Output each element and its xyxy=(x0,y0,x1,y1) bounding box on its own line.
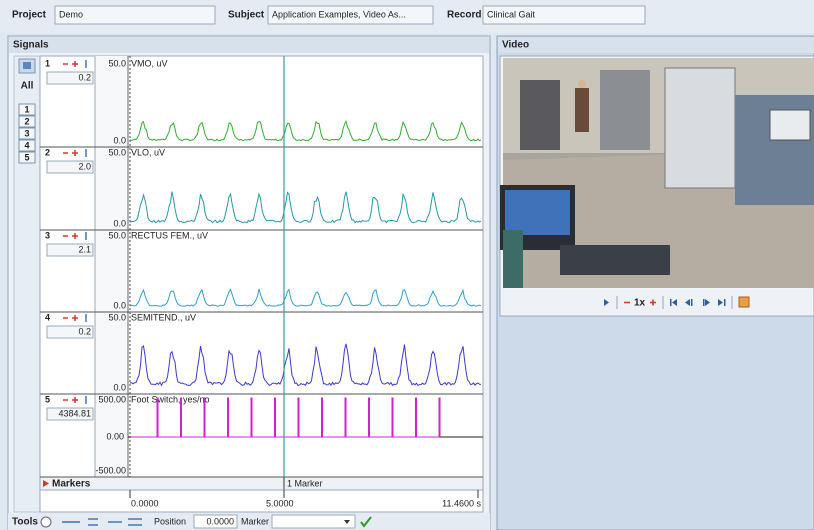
time-label: 0.0000 xyxy=(131,498,159,508)
channel-button-label: 1 xyxy=(24,104,29,114)
waveform xyxy=(129,343,482,387)
markers-label: Markers xyxy=(52,479,91,490)
channel-button-label: 2 xyxy=(24,116,29,126)
scale-max: 50.0 xyxy=(108,58,126,68)
channel-value: 2.0 xyxy=(78,161,91,171)
waveform xyxy=(129,191,482,224)
channel-value: 4384.81 xyxy=(58,408,91,418)
scale-min: -500.00 xyxy=(95,465,126,475)
project-value: Demo xyxy=(59,9,83,19)
signals-title: Signals xyxy=(13,40,49,51)
channel-button[interactable] xyxy=(18,103,36,116)
subject-label: Subject xyxy=(228,10,265,21)
channel-button[interactable] xyxy=(18,115,36,128)
scale-min: 0.0 xyxy=(113,218,126,228)
channel-value: 0.2 xyxy=(78,326,91,336)
position-label: Position xyxy=(154,516,186,526)
value-box xyxy=(46,407,94,421)
channel-name: SEMITEND., uV xyxy=(131,312,196,322)
subject-value: Application Examples, Video As... xyxy=(272,9,406,19)
scale-max: 50.0 xyxy=(108,147,126,157)
record-field[interactable] xyxy=(482,5,646,25)
channel-value: 2.1 xyxy=(78,244,91,254)
copy-icon xyxy=(23,62,31,69)
signals-header xyxy=(9,37,489,53)
waveform xyxy=(129,288,482,307)
snapshot-button[interactable] xyxy=(738,296,750,308)
record-value: Clinical Gait xyxy=(487,9,536,19)
all-button[interactable]: All xyxy=(21,81,34,92)
speed-label: 1x xyxy=(634,298,646,309)
value-box xyxy=(46,243,94,257)
scale-max: 50.0 xyxy=(108,312,126,322)
apply-button[interactable] xyxy=(360,516,372,528)
value-box xyxy=(46,71,94,85)
time-axis xyxy=(39,489,484,513)
marker-select[interactable] xyxy=(271,514,356,529)
scale-min: 0.0 xyxy=(113,382,126,392)
value-box xyxy=(46,160,94,174)
channel-button[interactable] xyxy=(18,151,36,164)
markers-toggle[interactable] xyxy=(43,480,49,487)
scale-max: 50.0 xyxy=(108,230,126,240)
scale-column xyxy=(95,56,128,477)
channel-button-label: 3 xyxy=(24,128,29,138)
channel-number: 5 xyxy=(45,394,50,404)
value-box xyxy=(46,325,94,339)
channel-number: 1 xyxy=(45,58,50,68)
toolbar xyxy=(8,513,490,530)
channel-name: VLO, uV xyxy=(131,147,165,157)
record-label: Record xyxy=(447,10,481,21)
video-title: Video xyxy=(502,40,529,51)
play-button[interactable] xyxy=(604,299,609,306)
channel-number: 2 xyxy=(45,147,50,157)
video-image xyxy=(500,58,814,288)
project-label: Project xyxy=(12,10,47,21)
channel-number: 3 xyxy=(45,230,50,240)
position-field[interactable] xyxy=(193,514,238,529)
channel-button-label: 4 xyxy=(24,140,29,150)
channel-name: Foot Switch, yes/no xyxy=(131,394,210,404)
faster-button[interactable] xyxy=(650,299,656,306)
channel-button[interactable] xyxy=(18,139,36,152)
dropdown-arrow xyxy=(344,520,350,524)
seek-buttons[interactable] xyxy=(670,299,726,306)
scale-mid: 0.00 xyxy=(106,431,124,441)
tools-collapse[interactable] xyxy=(40,516,52,528)
scale-max: 500.00 xyxy=(98,394,126,404)
scale-min: 0.0 xyxy=(113,135,126,145)
position-value: 0.0000 xyxy=(206,516,234,526)
time-label: 11.4600 s xyxy=(442,498,481,508)
channel-button-label: 5 xyxy=(24,152,29,162)
project-field[interactable] xyxy=(54,5,216,25)
scale-min: 0.0 xyxy=(113,300,126,310)
channel-name: VMO, uV xyxy=(131,58,168,68)
time-label: 5.0000 xyxy=(266,498,294,508)
video-controls xyxy=(501,289,813,315)
markers-count: 1 Marker xyxy=(287,478,323,488)
channel-value: 0.2 xyxy=(78,72,91,82)
channel-button[interactable] xyxy=(18,127,36,140)
channel-number: 4 xyxy=(45,312,50,322)
marker-label: Marker xyxy=(241,516,269,526)
waveform xyxy=(130,397,441,438)
waveform xyxy=(129,119,482,142)
tools-label: Tools xyxy=(12,517,38,528)
tool-icons xyxy=(62,518,142,526)
channel-name: RECTUS FEM., uV xyxy=(131,230,208,240)
video-header xyxy=(498,37,814,53)
markers-row xyxy=(39,476,484,491)
subject-field[interactable] xyxy=(267,5,434,25)
